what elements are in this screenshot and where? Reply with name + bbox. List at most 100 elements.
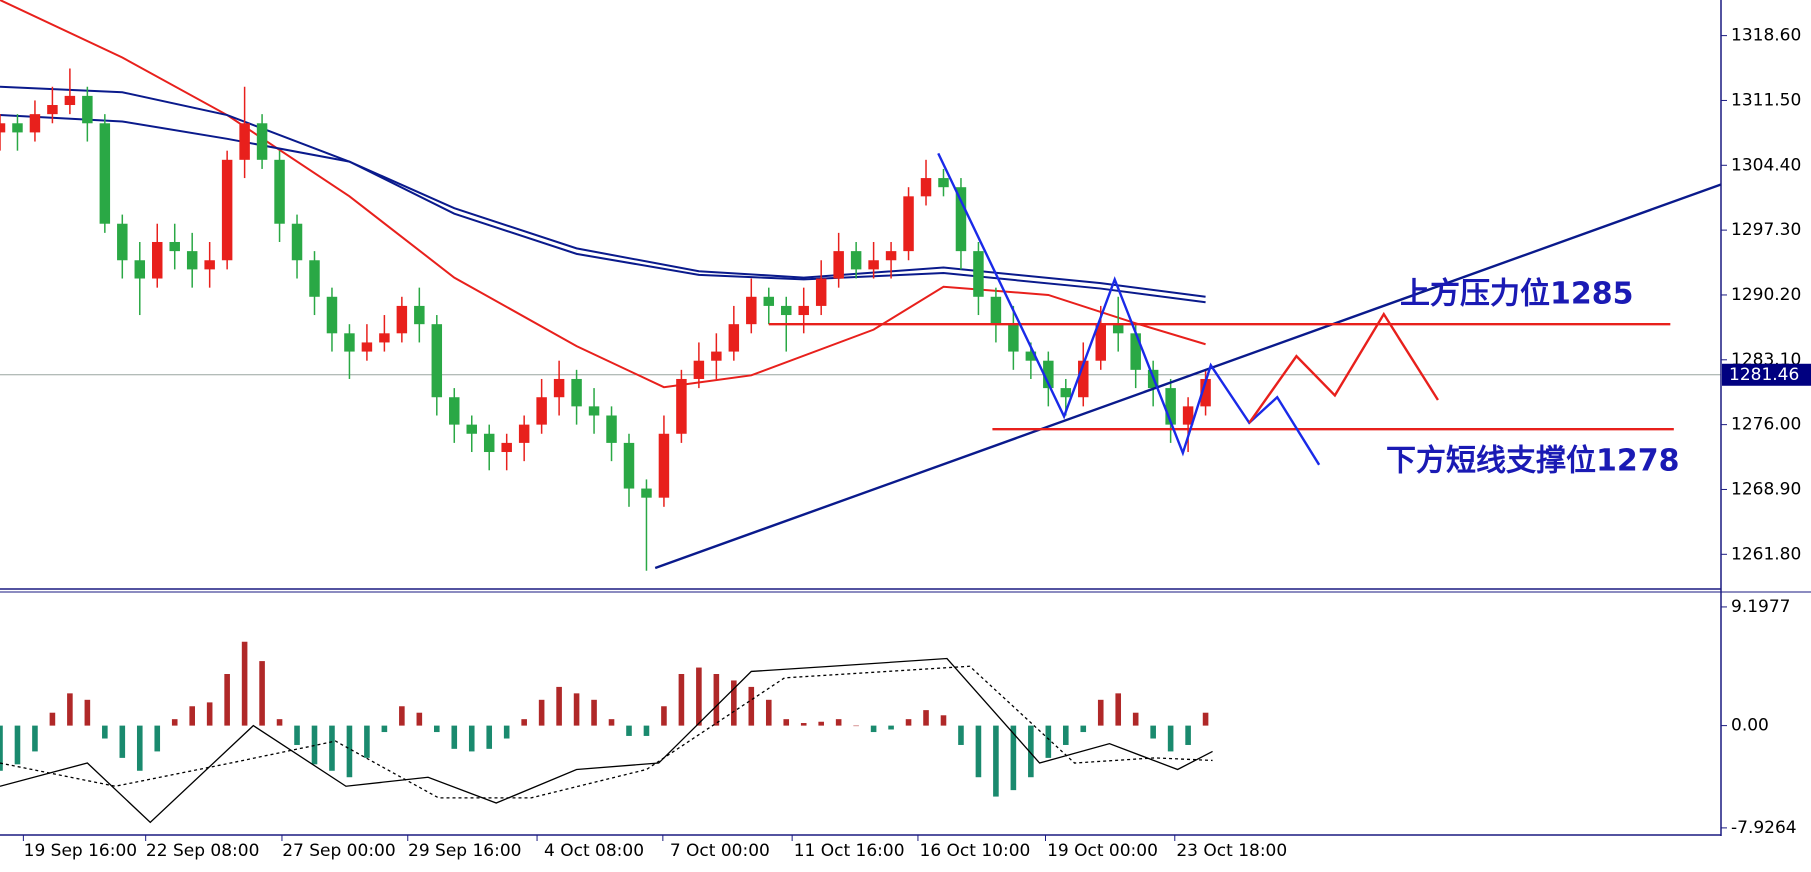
macd-bar [241,641,248,726]
candle-body [693,360,705,379]
macd-bar [276,719,283,726]
candle-body [326,296,338,334]
macd-bar [416,712,423,726]
macd-bar [958,725,964,745]
candle-body [1095,324,1106,361]
x-tick-label: 4 Oct 08:00 [544,841,644,861]
macd-bar [119,725,126,758]
candle-body [553,378,565,398]
macd-bar [154,725,161,752]
candle-body [1025,351,1037,361]
macd-bar [1063,725,1069,745]
y-tick-label: 1261.80 [1731,544,1801,564]
candle-body [536,397,547,425]
macd-y-tick-label: -7.9264 [1731,818,1797,838]
macd-bar [591,699,597,726]
candle-body [47,105,58,115]
macd-bar [171,719,178,726]
macd-bar [713,674,720,726]
y-tick-label: 1304.40 [1731,155,1801,175]
candle-body [449,397,460,425]
x-tick-label: 19 Oct 00:00 [1047,841,1158,861]
macd-bar [1167,725,1174,752]
candle-body [781,305,792,316]
macd-bar [486,725,493,749]
candle-body [12,123,23,133]
macd-bar [346,725,353,778]
x-tick-label: 22 Sep 08:00 [146,841,259,861]
macd-bar [993,725,999,797]
candle-body [711,351,722,361]
candle-body [955,187,967,252]
macd-bar [853,725,859,727]
candle-body [658,433,670,498]
candle-body [1060,388,1072,398]
candle-body [483,433,495,453]
candle-body [1130,333,1141,370]
x-tick-label: 11 Oct 16:00 [794,841,905,861]
candle-body [746,296,757,325]
macd-bar [1150,725,1156,739]
macd-bar [573,693,580,726]
candle-body [117,223,128,261]
macd-bar [14,725,21,765]
macd-bar [1132,712,1139,726]
macd-bar [381,725,388,733]
macd-bar [731,680,737,726]
x-tick-label: 29 Sep 16:00 [408,841,521,861]
macd-bar [399,706,405,726]
macd-bar [783,719,790,726]
candle-body [518,424,530,443]
candle-body [1078,360,1089,398]
macd-bar [556,686,562,726]
macd-y-tick-label: 9.1977 [1731,597,1790,617]
macd-bar [32,725,38,752]
candle-body [1112,324,1124,334]
macd-bar [1115,693,1122,726]
macd-bar [538,699,545,726]
macd-bar [800,723,807,726]
y-tick-label: 1311.50 [1731,90,1801,110]
annotation: 上方压力位1285 [1400,277,1634,312]
drawn-line [1248,311,1439,424]
drawn-line [654,183,1721,570]
candle-body [990,296,1002,325]
macd-bar [189,706,195,726]
macd-bar [206,702,213,726]
candle-body [885,251,897,261]
macd-bar [468,725,475,752]
macd-bar [748,686,755,726]
candle-body [850,251,862,270]
candle-body [99,123,111,224]
y-tick-label: 1318.60 [1731,26,1801,46]
candle-body [676,378,687,434]
macd-bar [1185,725,1191,745]
y-tick-label: 1276.00 [1731,415,1801,435]
macd-bar [434,725,440,733]
candle-body [82,95,93,124]
candle-body [344,333,355,352]
macd-bar [451,725,458,749]
macd-bar [364,725,370,758]
macd-bar [678,674,685,726]
macd-bar [835,719,842,726]
candle-body [571,378,582,407]
price-panel [0,0,1721,571]
candle-body [798,305,809,316]
macd-bar [765,699,772,726]
candle-body [274,159,285,224]
macd-bar [626,725,632,736]
macd-bar [905,719,912,726]
macd-bar [136,725,143,771]
candle-body [763,296,775,306]
macd-bar [661,706,667,726]
candle-body [1165,388,1176,425]
candle-body [309,260,320,297]
candle-body [903,196,914,252]
y-tick-label: 1290.20 [1731,285,1801,305]
candle-body [1008,324,1019,352]
macd-bar [503,725,510,739]
candle-body [291,223,303,261]
